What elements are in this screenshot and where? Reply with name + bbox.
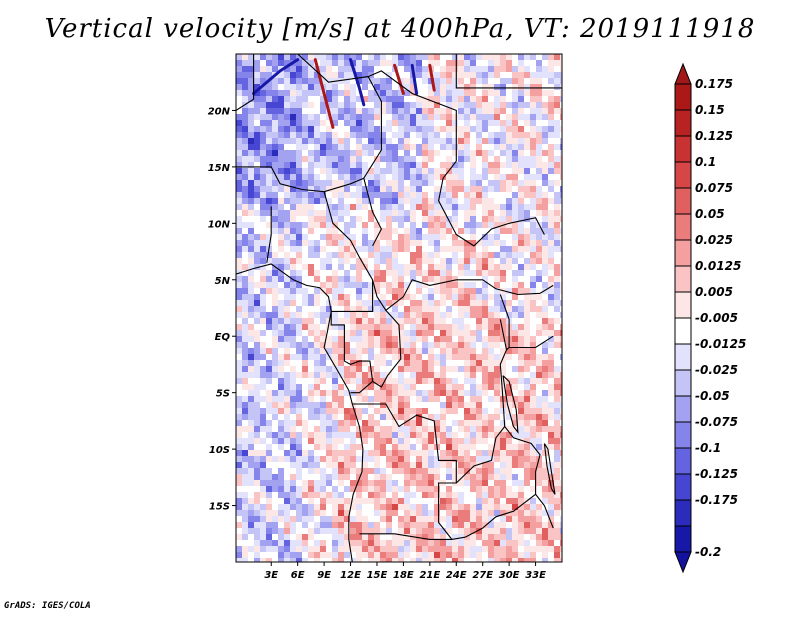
lon-tick-label: 12E [340,570,361,581]
colorbar-swatch [674,317,692,345]
colorbar-label: 0.0125 [695,259,741,273]
lon-tick-label: 3E [264,570,278,581]
colorbar-swatch [674,83,692,111]
country-borders [236,54,562,562]
colorbar-label: -0.2 [695,545,721,559]
colorbar-label: -0.1 [695,441,721,455]
colorbar-label: 0.05 [695,207,725,221]
colorbar-label: -0.175 [695,493,738,507]
lat-tick-label: EQ [215,332,231,343]
colorbar-swatch [674,369,692,397]
colorbar-swatch [674,213,692,241]
colorbar-label: -0.05 [695,389,730,403]
lat-tick-label: 5N [215,276,231,287]
colorbar-bottom-arrow [674,551,692,574]
latitude-axis: 20N 15N 10N 5N EQ 5S 10S 15S [208,106,236,513]
lon-tick-label: 27E [472,570,493,581]
colorbar-label: 0.025 [695,233,733,247]
colorbar-swatch [674,447,692,475]
colorbar-swatch [674,343,692,371]
colorbar-swatch [674,161,692,189]
colorbar-label: 0.15 [695,103,725,117]
lon-tick-label: 24E [446,570,467,581]
lat-tick-label: 10S [209,445,230,456]
plot-frame [235,53,563,563]
lon-tick-label: 18E [393,570,414,581]
colorbar-top-arrow [674,62,692,85]
colorbar-swatch [674,395,692,423]
colorbar-label: -0.075 [695,415,738,429]
colorbar-swatch [674,291,692,319]
colorbar-label: 0.175 [695,77,733,91]
colorbar-swatch [674,109,692,137]
map-title: Vertical velocity [m/s] at 400hPa, VT: 2… [44,14,756,44]
lon-tick-label: 33E [525,570,546,581]
colorbar-label: -0.125 [695,467,738,481]
colorbar-label: 0.075 [695,181,733,195]
colorbar-swatch [674,525,692,553]
colorbar-swatch [674,265,692,293]
lat-tick-label: 15S [209,502,230,513]
colorbar-swatch [674,473,692,501]
colorbar-label: 0.1 [695,155,716,169]
lat-tick-label: 10N [208,219,231,230]
lat-tick-label: 15N [208,163,231,174]
lon-tick-label: 30E [499,570,520,581]
grads-credit: GrADS: IGES/COLA [4,601,91,611]
lon-tick-label: 21E [419,570,440,581]
colorbar-swatch [674,499,692,527]
colorbar-label: 0.005 [695,285,733,299]
lon-tick-label: 15E [367,570,388,581]
lat-tick-label: 20N [208,106,231,117]
lon-tick-label: 9E [317,570,331,581]
colorbar-label: -0.0125 [695,337,746,351]
colorbar-swatch [674,187,692,215]
colorbar-label: -0.005 [695,311,738,325]
colorbar-swatch [674,135,692,163]
velocity-field [236,54,562,562]
lat-tick-label: 5S [216,389,230,400]
colorbar-label: 0.125 [695,129,733,143]
colorbar-swatch [674,239,692,267]
colorbar-swatch [674,421,692,449]
colorbar: 0.175 0.15 0.125 0.1 0.075 0.05 0.025 0.0125 0.0… [674,62,746,574]
colorbar-label: -0.025 [695,363,738,377]
lon-tick-label: 6E [291,570,305,581]
longitude-axis: 3E 6E 9E 12E 15E 18E 21E 24E 27E 30E 33E [264,562,546,581]
